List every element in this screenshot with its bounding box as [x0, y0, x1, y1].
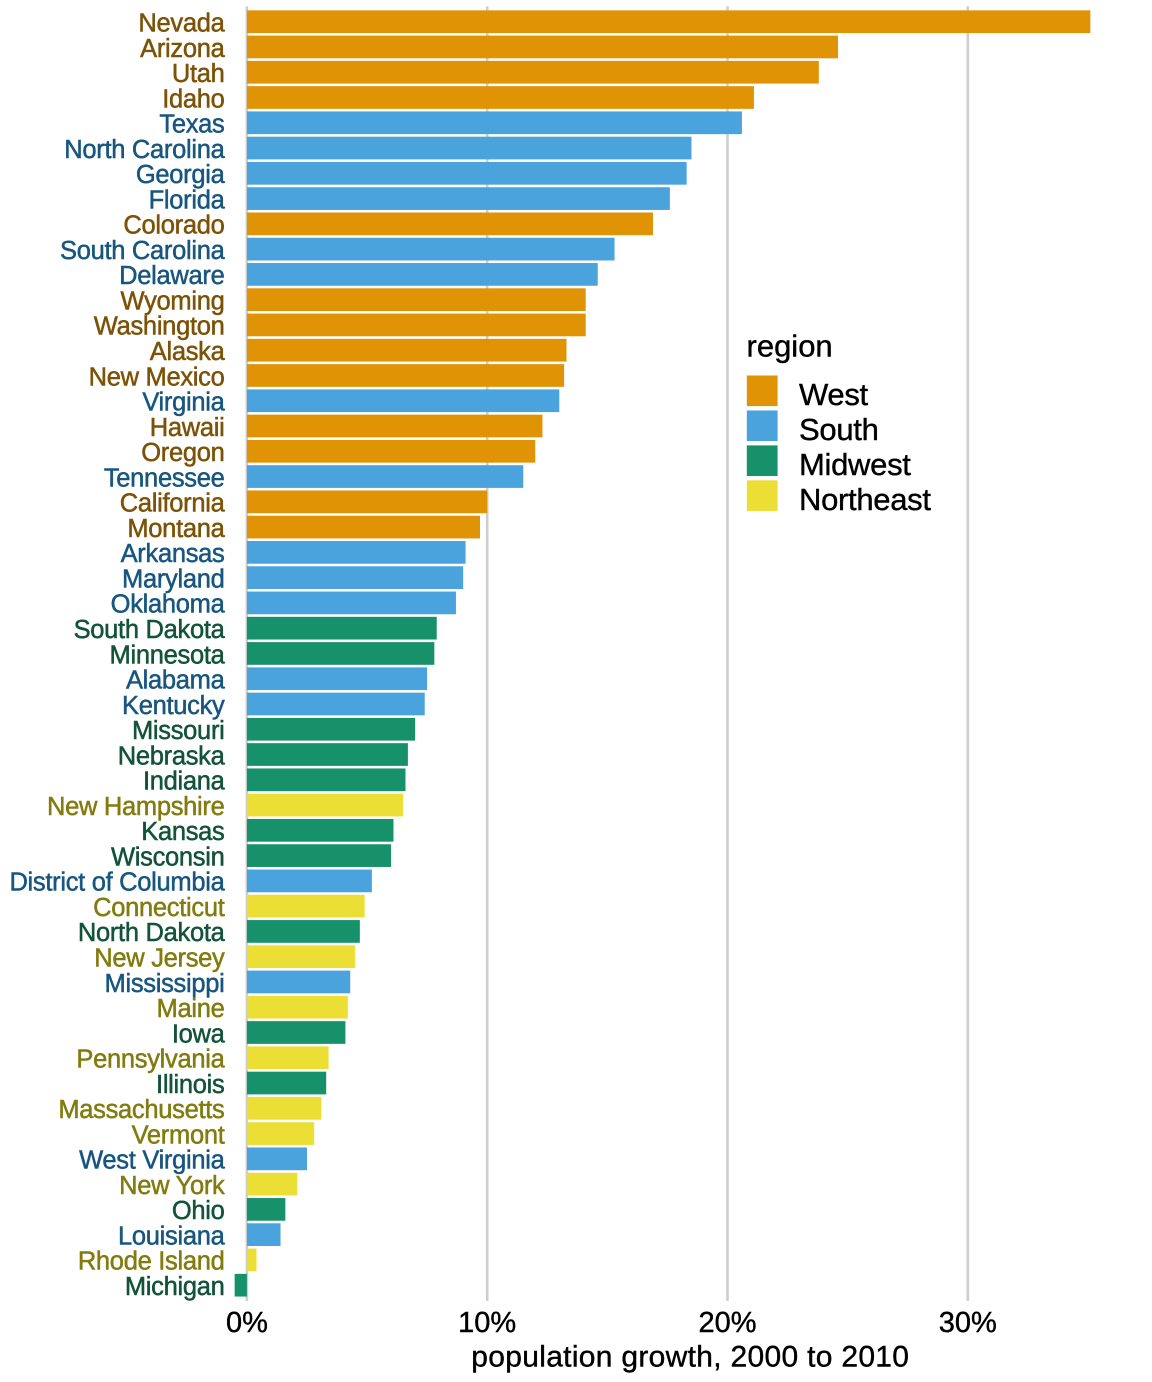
svg-text:North Dakota: North Dakota [78, 919, 226, 947]
svg-text:Massachusetts: Massachusetts [58, 1096, 224, 1124]
svg-text:Oregon: Oregon [141, 439, 224, 467]
svg-text:Maine: Maine [157, 995, 225, 1023]
svg-text:New Mexico: New Mexico [89, 363, 225, 391]
svg-text:Missouri: Missouri [132, 717, 225, 745]
svg-text:population growth, 2000 to 201: population growth, 2000 to 2010 [471, 1341, 909, 1374]
svg-text:Connecticut: Connecticut [93, 894, 225, 922]
svg-text:0%: 0% [226, 1307, 268, 1339]
svg-text:Virginia: Virginia [142, 389, 225, 417]
svg-text:West Virginia: West Virginia [79, 1147, 226, 1175]
svg-text:Nebraska: Nebraska [118, 742, 226, 770]
svg-text:South Carolina: South Carolina [60, 237, 226, 265]
svg-text:Iowa: Iowa [172, 1020, 226, 1048]
svg-text:region: region [747, 329, 833, 364]
svg-text:Wyoming: Wyoming [121, 287, 225, 315]
svg-text:Illinois: Illinois [156, 1071, 224, 1099]
svg-text:Midwest: Midwest [799, 447, 911, 482]
svg-text:Ohio: Ohio [172, 1197, 225, 1225]
svg-text:Alabama: Alabama [126, 667, 226, 695]
svg-text:Arizona: Arizona [140, 35, 225, 63]
svg-text:North Carolina: North Carolina [64, 136, 225, 164]
svg-text:Pennsylvania: Pennsylvania [76, 1046, 225, 1074]
svg-text:South Dakota: South Dakota [74, 616, 226, 644]
svg-text:Utah: Utah [172, 60, 225, 88]
svg-text:Maryland: Maryland [122, 565, 224, 593]
svg-text:Hawaii: Hawaii [150, 414, 225, 442]
svg-text:Arkansas: Arkansas [121, 540, 225, 568]
svg-text:10%: 10% [458, 1307, 516, 1339]
svg-text:New York: New York [119, 1172, 225, 1200]
svg-text:Wisconsin: Wisconsin [111, 843, 225, 871]
svg-text:Alaska: Alaska [150, 338, 226, 366]
svg-text:Georgia: Georgia [136, 161, 226, 189]
svg-text:Louisiana: Louisiana [118, 1222, 226, 1250]
svg-text:Montana: Montana [127, 515, 225, 543]
svg-text:District of Columbia: District of Columbia [9, 869, 225, 897]
svg-text:Idaho: Idaho [162, 85, 224, 113]
svg-text:Tennessee: Tennessee [104, 464, 225, 492]
svg-text:20%: 20% [698, 1307, 756, 1339]
svg-text:Washington: Washington [94, 313, 225, 341]
svg-text:South: South [799, 412, 879, 447]
svg-text:Rhode Island: Rhode Island [78, 1248, 225, 1276]
svg-text:Northeast: Northeast [799, 482, 931, 517]
svg-text:Kentucky: Kentucky [122, 692, 225, 720]
svg-text:California: California [120, 490, 226, 518]
svg-text:Mississippi: Mississippi [105, 970, 225, 998]
svg-text:New Jersey: New Jersey [94, 944, 225, 972]
svg-text:Minnesota: Minnesota [110, 641, 226, 669]
svg-text:30%: 30% [939, 1307, 997, 1339]
svg-text:Nevada: Nevada [138, 10, 225, 38]
svg-text:Texas: Texas [159, 111, 224, 139]
svg-text:Delaware: Delaware [119, 262, 224, 290]
svg-text:Oklahoma: Oklahoma [111, 591, 226, 619]
svg-text:Florida: Florida [149, 186, 226, 214]
svg-text:New Hampshire: New Hampshire [47, 793, 225, 821]
svg-text:Colorado: Colorado [123, 212, 224, 240]
svg-text:Indiana: Indiana [143, 768, 226, 796]
svg-text:West: West [799, 377, 869, 412]
svg-text:Michigan: Michigan [125, 1273, 225, 1301]
svg-text:Kansas: Kansas [141, 818, 224, 846]
svg-text:Vermont: Vermont [132, 1121, 225, 1149]
